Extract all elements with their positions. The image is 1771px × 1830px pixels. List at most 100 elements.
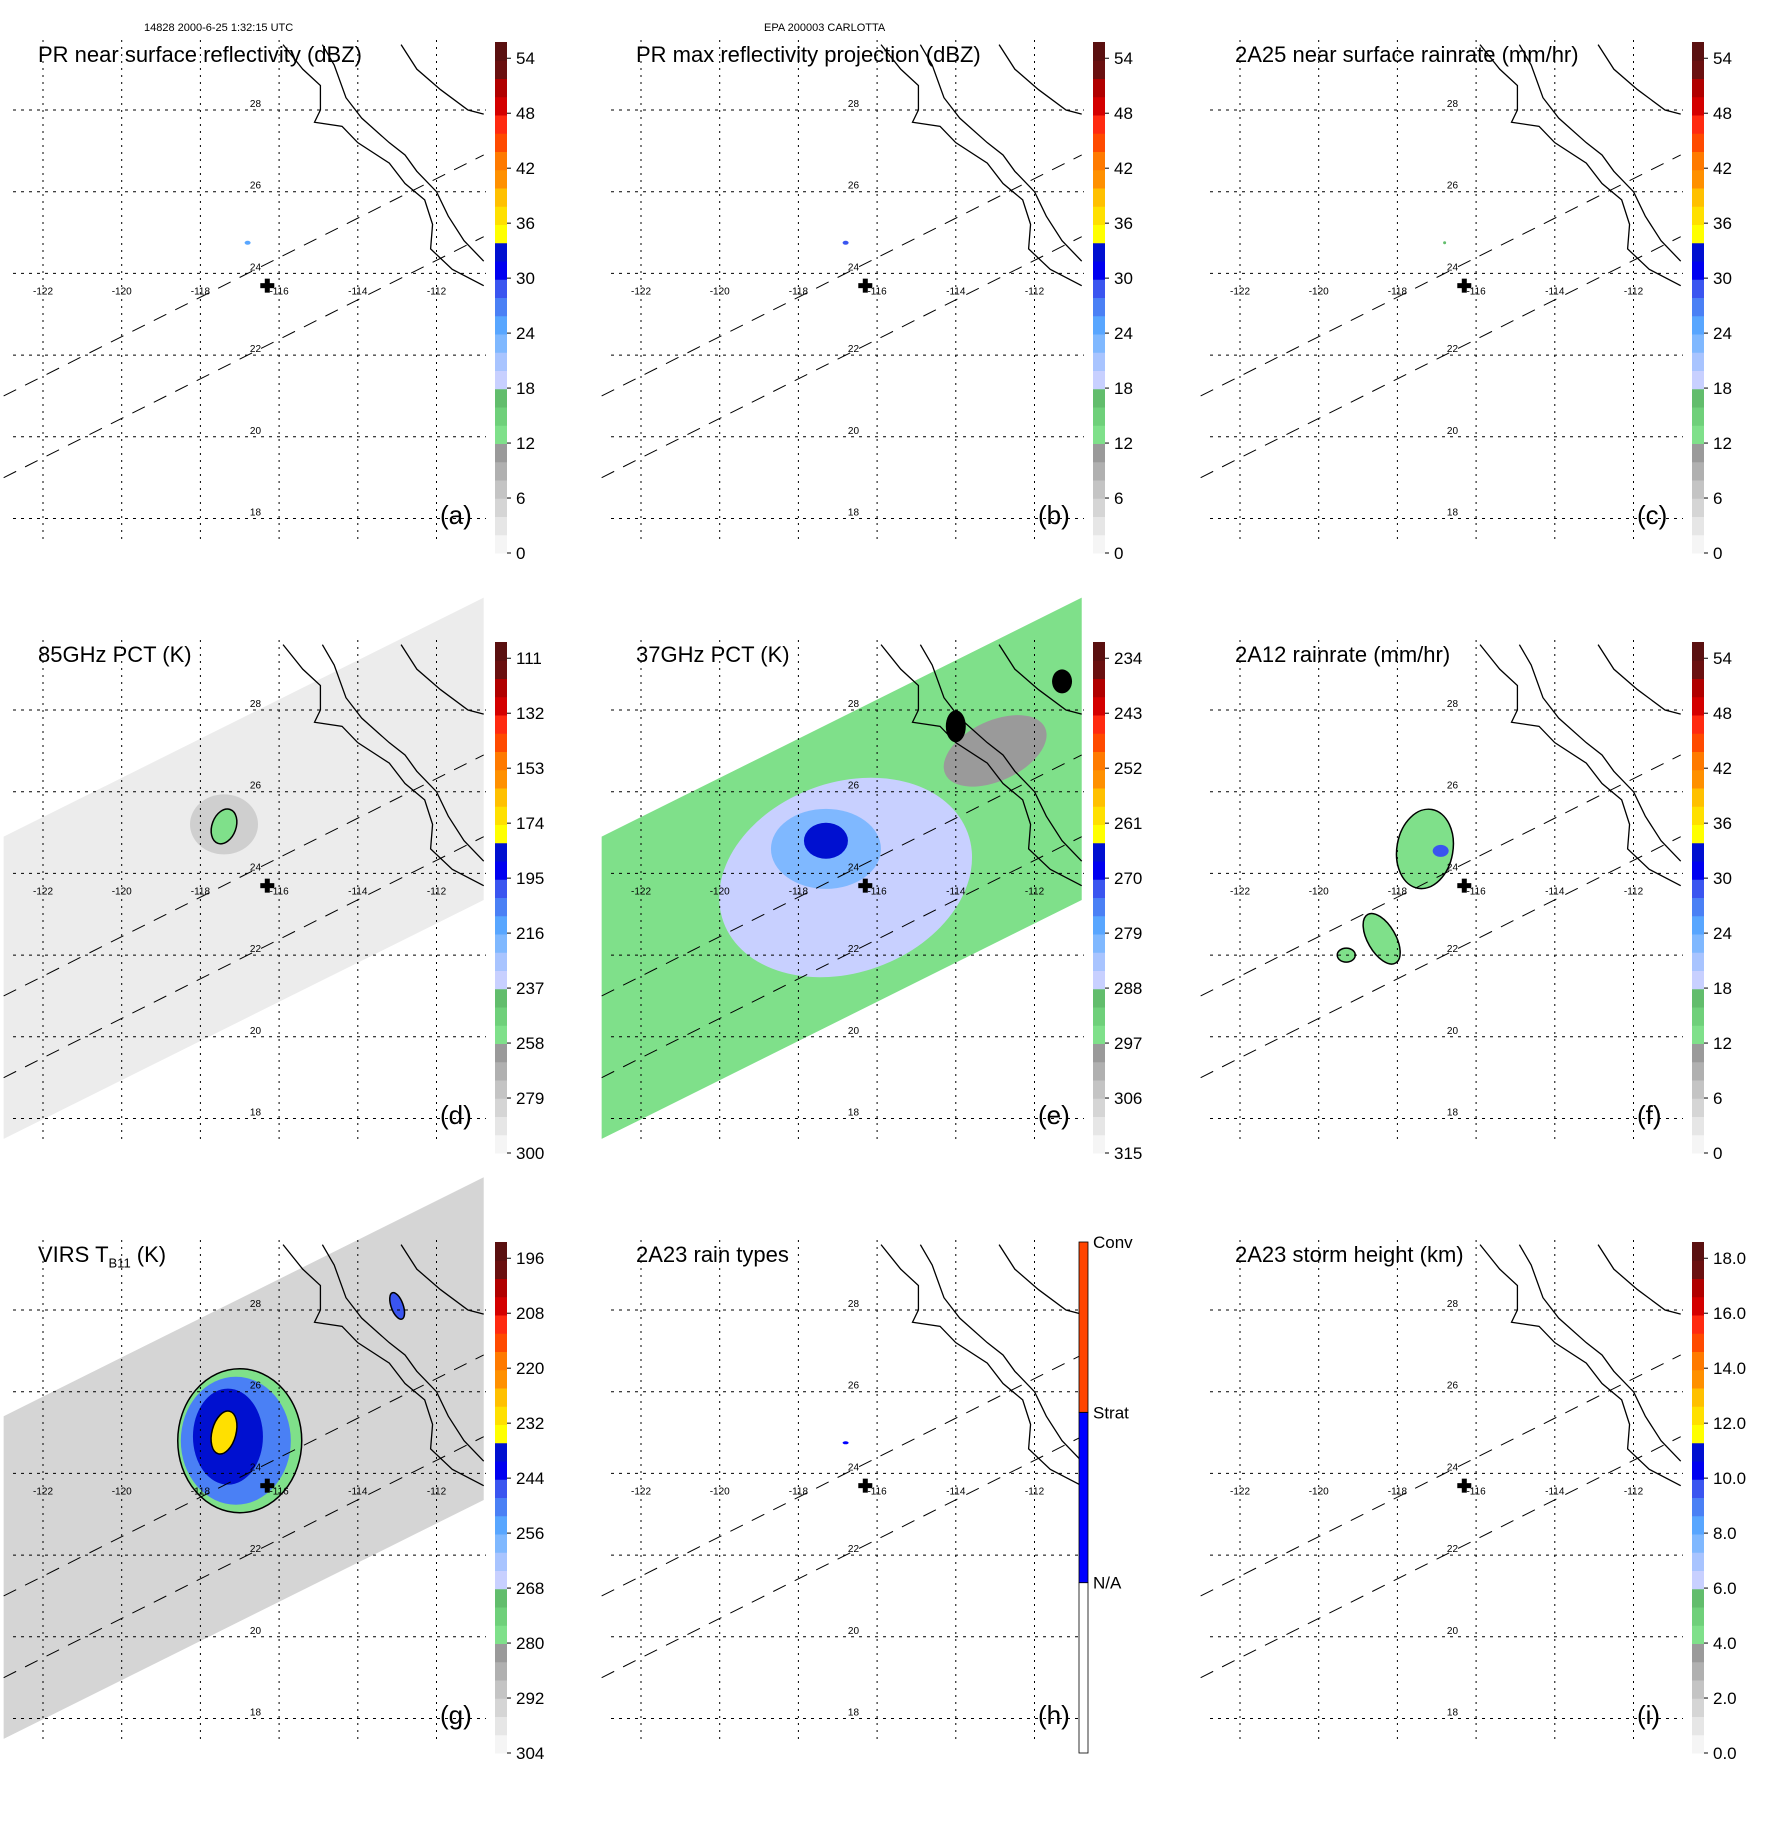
panel-letter-label: (h) [1038, 1700, 1070, 1730]
colorbar-tick-label: 12 [1114, 434, 1133, 453]
lat-tick-label: 22 [1447, 344, 1459, 355]
colorbar-segment [495, 1588, 507, 1608]
colorbar-tick-label: 24 [1713, 324, 1732, 343]
lon-tick-label: -116 [1466, 886, 1486, 897]
coastline [998, 644, 1082, 715]
colorbar-segment [1093, 715, 1105, 734]
colorbar-tick-label: 280 [516, 1634, 544, 1653]
data-feature [1052, 669, 1073, 694]
colorbar-tick-label: 10.0 [1713, 1469, 1746, 1488]
colorbar-segment [495, 352, 507, 371]
panel-letter-label: (d) [440, 1100, 472, 1130]
panel-title-suffix: (K) [130, 1242, 167, 1267]
colorbar-tick-label: 6 [516, 489, 525, 508]
colorbar-tick-label: 54 [516, 49, 535, 68]
colorbar-tick-label: 54 [1114, 49, 1133, 68]
lat-tick-label: 28 [848, 99, 860, 110]
colorbar-segment [1093, 861, 1105, 880]
lat-tick-label: 20 [848, 1026, 860, 1037]
colorbar-segment [1093, 498, 1105, 517]
colorbar-segment [1692, 1734, 1704, 1754]
colorbar-tick-label: 174 [516, 814, 544, 833]
colorbar-segment [495, 751, 507, 771]
colorbar-tick-label: 12.0 [1713, 1414, 1746, 1433]
lon-tick-label: -112 [427, 286, 447, 297]
data-feature [842, 1441, 849, 1445]
lon-tick-label: -118 [1388, 886, 1408, 897]
colorbar-segment [1692, 1588, 1704, 1608]
lat-tick-label: 20 [250, 426, 262, 437]
colorbar-segment [1692, 188, 1704, 207]
colorbar-tick-label: 42 [1114, 159, 1133, 178]
colorbar-segment [1093, 96, 1105, 116]
lon-tick-label: -116 [269, 286, 289, 297]
lat-tick-label: 18 [1447, 508, 1459, 519]
pr-swath-edge [1200, 1354, 1681, 1597]
coastline [1479, 644, 1682, 887]
lon-tick-label: -122 [631, 886, 651, 897]
colorbar-segment [1692, 297, 1704, 317]
lat-tick-label: 24 [848, 1462, 860, 1473]
coastline [919, 44, 1083, 262]
lon-tick-label: -116 [1466, 1486, 1486, 1497]
colorbar-tick-label: 216 [516, 924, 544, 943]
lon-tick-label: -122 [1230, 286, 1250, 297]
panel-title-text: 2A23 storm height (km) [1235, 1242, 1464, 1267]
colorbar-segment [495, 1369, 507, 1389]
colorbar-segment [1093, 279, 1105, 298]
panel-letter-label: (g) [440, 1700, 472, 1730]
colorbar-segment [1078, 1411, 1089, 1584]
colorbar-segment [495, 1515, 507, 1535]
lon-tick-label: -114 [348, 886, 368, 897]
storm-center-cross-icon [260, 1478, 275, 1493]
lat-tick-label: 24 [848, 262, 860, 273]
colorbar-segment [495, 1698, 507, 1717]
lon-tick-label: -118 [789, 286, 809, 297]
colorbar-segment [1692, 206, 1704, 225]
colorbar-segment [1692, 1406, 1704, 1425]
colorbar-segment [1692, 370, 1704, 390]
lat-tick-label: 18 [250, 1708, 262, 1719]
colorbar-tick-label: 132 [516, 704, 544, 723]
coastline [1597, 1244, 1681, 1315]
colorbar-segment [1692, 1534, 1704, 1553]
coastline [880, 644, 1083, 887]
panel-title-subscript: B11 [108, 1255, 131, 1271]
coastline [1597, 44, 1681, 115]
colorbar-segment [1093, 1080, 1105, 1099]
colorbar-segment [1093, 660, 1105, 679]
colorbar-tick-label: 292 [516, 1689, 544, 1708]
colorbar-segment [1078, 1582, 1089, 1754]
colorbar-segment [1093, 642, 1105, 661]
data-feature [244, 240, 251, 245]
colorbar-segment [1093, 970, 1105, 990]
colorbar-segment [495, 715, 507, 734]
map-c: -122 -120 -118 -116 -114 -112 18 20 22 24 26 28 0 6 12… [1200, 40, 1732, 563]
colorbar-tick-label: 195 [516, 869, 544, 888]
colorbar-segment [1093, 388, 1105, 408]
colorbar-segment [1093, 169, 1105, 189]
colorbar-segment [1692, 1134, 1704, 1154]
colorbar-segment [495, 1424, 507, 1444]
colorbar-segment [1692, 169, 1704, 189]
lon-tick-label: -120 [710, 1486, 730, 1497]
colorbar-segment [1093, 1098, 1105, 1117]
colorbar-segment [495, 151, 507, 171]
colorbar-segment [495, 1734, 507, 1754]
lat-tick-label: 20 [250, 1626, 262, 1637]
lon-tick-label: -116 [867, 1486, 887, 1497]
panel-title: PR max reflectivity projection (dBZ) [636, 42, 981, 68]
colorbar-segment [1692, 261, 1704, 280]
pr-swath-edge [1200, 154, 1681, 397]
colorbar-segment [495, 1351, 507, 1371]
coastline [919, 1244, 1083, 1462]
colorbar-segment [1692, 425, 1704, 444]
colorbar-tick-label: 12 [516, 434, 535, 453]
colorbar-tick-label: 12 [1713, 434, 1732, 453]
colorbar-segment [1093, 425, 1105, 444]
lon-tick-label: -122 [33, 286, 53, 297]
colorbar-segment [495, 42, 507, 61]
colorbar-segment [1692, 133, 1704, 152]
colorbar-segment [495, 78, 507, 98]
colorbar-segment [1692, 115, 1704, 134]
